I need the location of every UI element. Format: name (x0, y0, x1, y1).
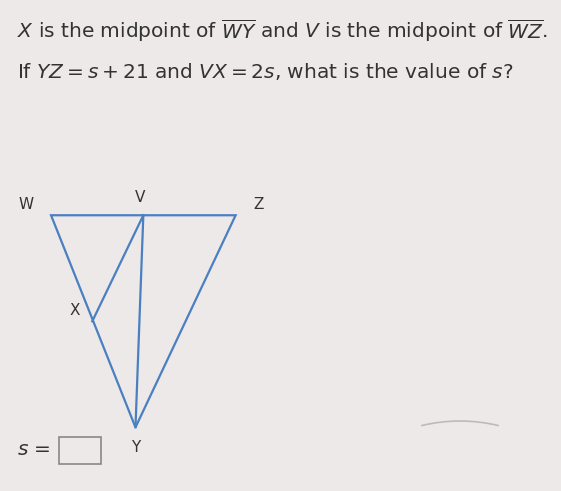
Text: $s$ =: $s$ = (17, 440, 50, 459)
Text: V: V (135, 190, 145, 205)
Text: W: W (19, 197, 34, 212)
Text: $X$ is the midpoint of $\overline{WY}$ and $V$ is the midpoint of $\overline{WZ}: $X$ is the midpoint of $\overline{WY}$ a… (17, 17, 548, 44)
Text: Z: Z (254, 197, 264, 212)
Text: X: X (70, 303, 80, 318)
Text: Y: Y (131, 440, 140, 455)
Text: If $YZ = s + 21$ and $VX = 2s$, what is the value of $s$?: If $YZ = s + 21$ and $VX = 2s$, what is … (17, 61, 513, 82)
